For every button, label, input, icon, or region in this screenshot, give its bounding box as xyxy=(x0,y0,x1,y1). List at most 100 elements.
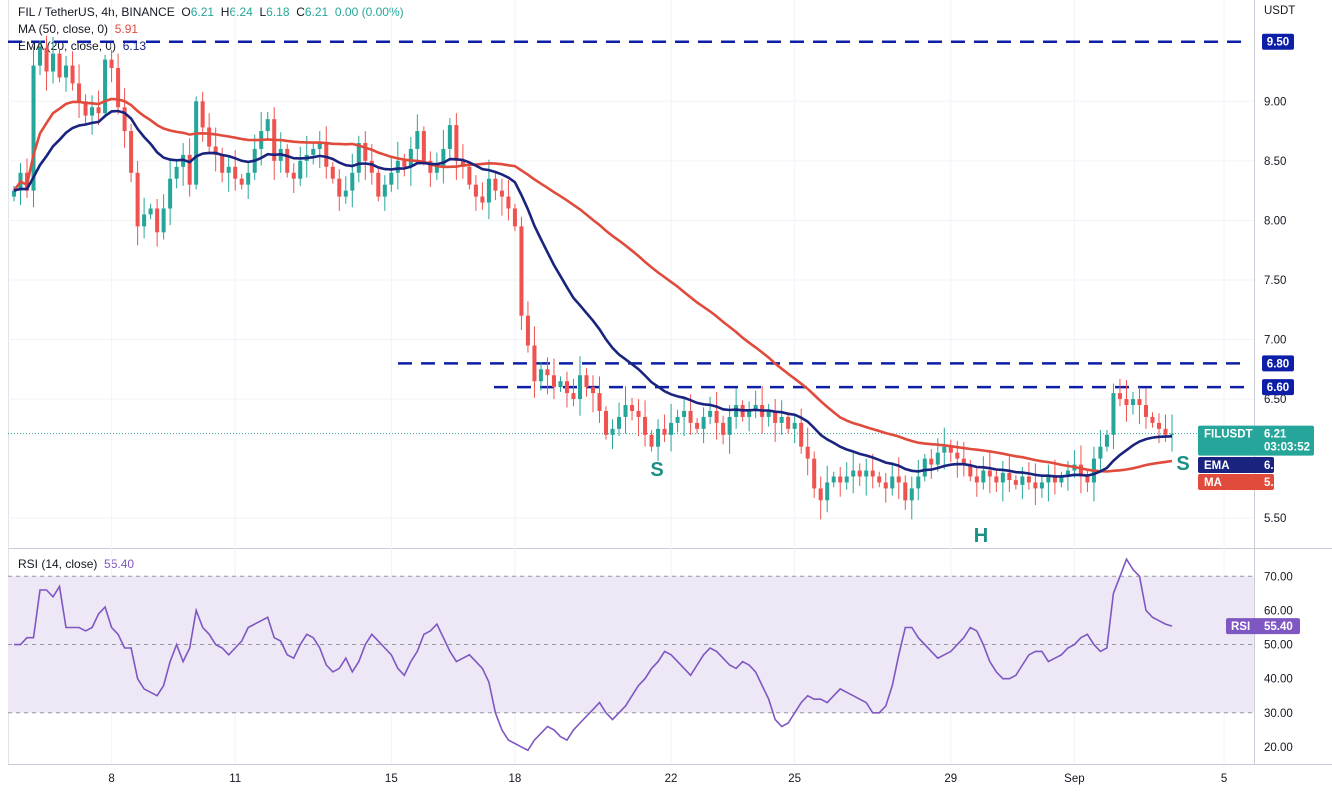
candle-body xyxy=(70,65,75,84)
candle-body xyxy=(714,410,719,423)
candle-body xyxy=(1039,482,1044,489)
candle-body xyxy=(428,160,433,173)
candle-body xyxy=(382,184,387,197)
time-tick-label: 15 xyxy=(385,773,398,785)
candle-body xyxy=(551,375,556,388)
candle-body xyxy=(916,476,921,489)
candle-body xyxy=(116,67,121,108)
price-tick-label: 6.50 xyxy=(1264,394,1286,406)
candle-body xyxy=(285,148,290,173)
rsi-line xyxy=(14,557,1173,752)
candle-body xyxy=(1007,472,1012,481)
price-tag-name: MA xyxy=(1204,477,1222,489)
candle-body xyxy=(955,452,960,459)
candle-body xyxy=(337,178,342,197)
candle-body xyxy=(265,119,270,132)
candle-body xyxy=(630,405,635,411)
ohlc-open: 6.21 xyxy=(190,5,215,19)
candle-body xyxy=(460,160,465,167)
candles xyxy=(11,35,1175,520)
candle-body xyxy=(31,65,36,191)
candle-body xyxy=(753,405,758,411)
candle-body xyxy=(896,476,901,483)
price-tag-value: 6.13 xyxy=(1264,460,1286,472)
price-tag-name: FILUSDT xyxy=(1204,429,1253,441)
candle-body xyxy=(682,410,687,417)
time-tick-label: 18 xyxy=(509,773,522,785)
candle-body xyxy=(1137,399,1142,406)
ohlc-change: 0.00 (0.00%) xyxy=(334,5,404,19)
candle-body xyxy=(454,125,459,161)
candle-body xyxy=(643,416,648,435)
candle-body xyxy=(792,422,797,429)
candle-body xyxy=(103,59,108,114)
candle-body xyxy=(1163,428,1168,435)
candle-body xyxy=(649,434,654,447)
pattern-annotation: S xyxy=(1176,453,1189,475)
annotations: S H S xyxy=(650,453,1189,547)
ohlc-low: 6.18 xyxy=(266,5,290,19)
price-tick-label: 7.00 xyxy=(1264,335,1286,347)
candle-body xyxy=(857,470,862,477)
candle-body xyxy=(415,131,420,149)
candle-body xyxy=(441,148,446,167)
candle-body xyxy=(877,476,882,483)
ma-legend[interactable]: MA (50, close, 0) 5.91 xyxy=(18,22,138,36)
ohlc-low-label: L xyxy=(259,5,267,19)
candle-body xyxy=(1026,476,1031,483)
candle-body xyxy=(44,47,49,72)
candle-body xyxy=(142,214,147,227)
candle-body xyxy=(675,416,680,423)
candle-body xyxy=(942,446,947,453)
candle-body xyxy=(571,393,576,400)
pattern-annotation: H xyxy=(974,525,988,547)
price-tag-countdown: 03:03:52 xyxy=(1264,442,1310,454)
candle-body xyxy=(291,172,296,179)
candle-body xyxy=(1059,476,1064,483)
candle-body xyxy=(1124,399,1129,406)
candle-body xyxy=(51,53,56,72)
ohlc-close: 6.21 xyxy=(304,5,329,19)
time-tick-label: 8 xyxy=(108,773,114,785)
price-tag-name: EMA xyxy=(1204,460,1230,472)
price-tick-label: 9.00 xyxy=(1264,96,1286,108)
horizontal-levels xyxy=(8,40,1254,435)
candle-body xyxy=(695,422,700,429)
candle-body xyxy=(981,470,986,483)
candle-body xyxy=(844,476,849,483)
price-tick-label: 8.50 xyxy=(1264,156,1286,168)
candle-body xyxy=(499,190,504,197)
level-tag xyxy=(1262,355,1294,372)
candle-body xyxy=(1020,476,1025,485)
candle-body xyxy=(486,178,491,203)
candle-body xyxy=(851,470,856,477)
rsi-line-path xyxy=(14,557,1173,752)
candle-body xyxy=(38,47,43,66)
candle-body xyxy=(1000,472,1005,483)
candle-body xyxy=(864,470,869,477)
rsi-tick-label: 70.00 xyxy=(1264,571,1293,583)
candle-body xyxy=(1169,433,1175,435)
candle-body xyxy=(402,160,407,167)
candle-body xyxy=(1143,405,1148,417)
price-tick-label: 7.50 xyxy=(1264,275,1286,287)
candle-body xyxy=(656,428,661,447)
candle-body xyxy=(669,422,674,435)
candle-body xyxy=(363,142,368,161)
level-tag-label: 6.80 xyxy=(1267,358,1289,370)
candle-body xyxy=(623,405,628,417)
candle-body xyxy=(532,345,537,382)
rsi-tag-value: 55.40 xyxy=(1264,621,1293,633)
time-tick-label: 25 xyxy=(788,773,801,785)
candle-body xyxy=(831,476,836,483)
ma-legend-label: MA (50, close, 0) xyxy=(18,22,109,36)
price-tag xyxy=(1198,474,1274,490)
candle-body xyxy=(194,101,199,185)
candle-body xyxy=(1117,393,1122,400)
candle-body xyxy=(480,196,485,203)
candle-body xyxy=(395,160,400,173)
candle-body xyxy=(617,416,622,429)
ma-line xyxy=(12,97,1173,478)
